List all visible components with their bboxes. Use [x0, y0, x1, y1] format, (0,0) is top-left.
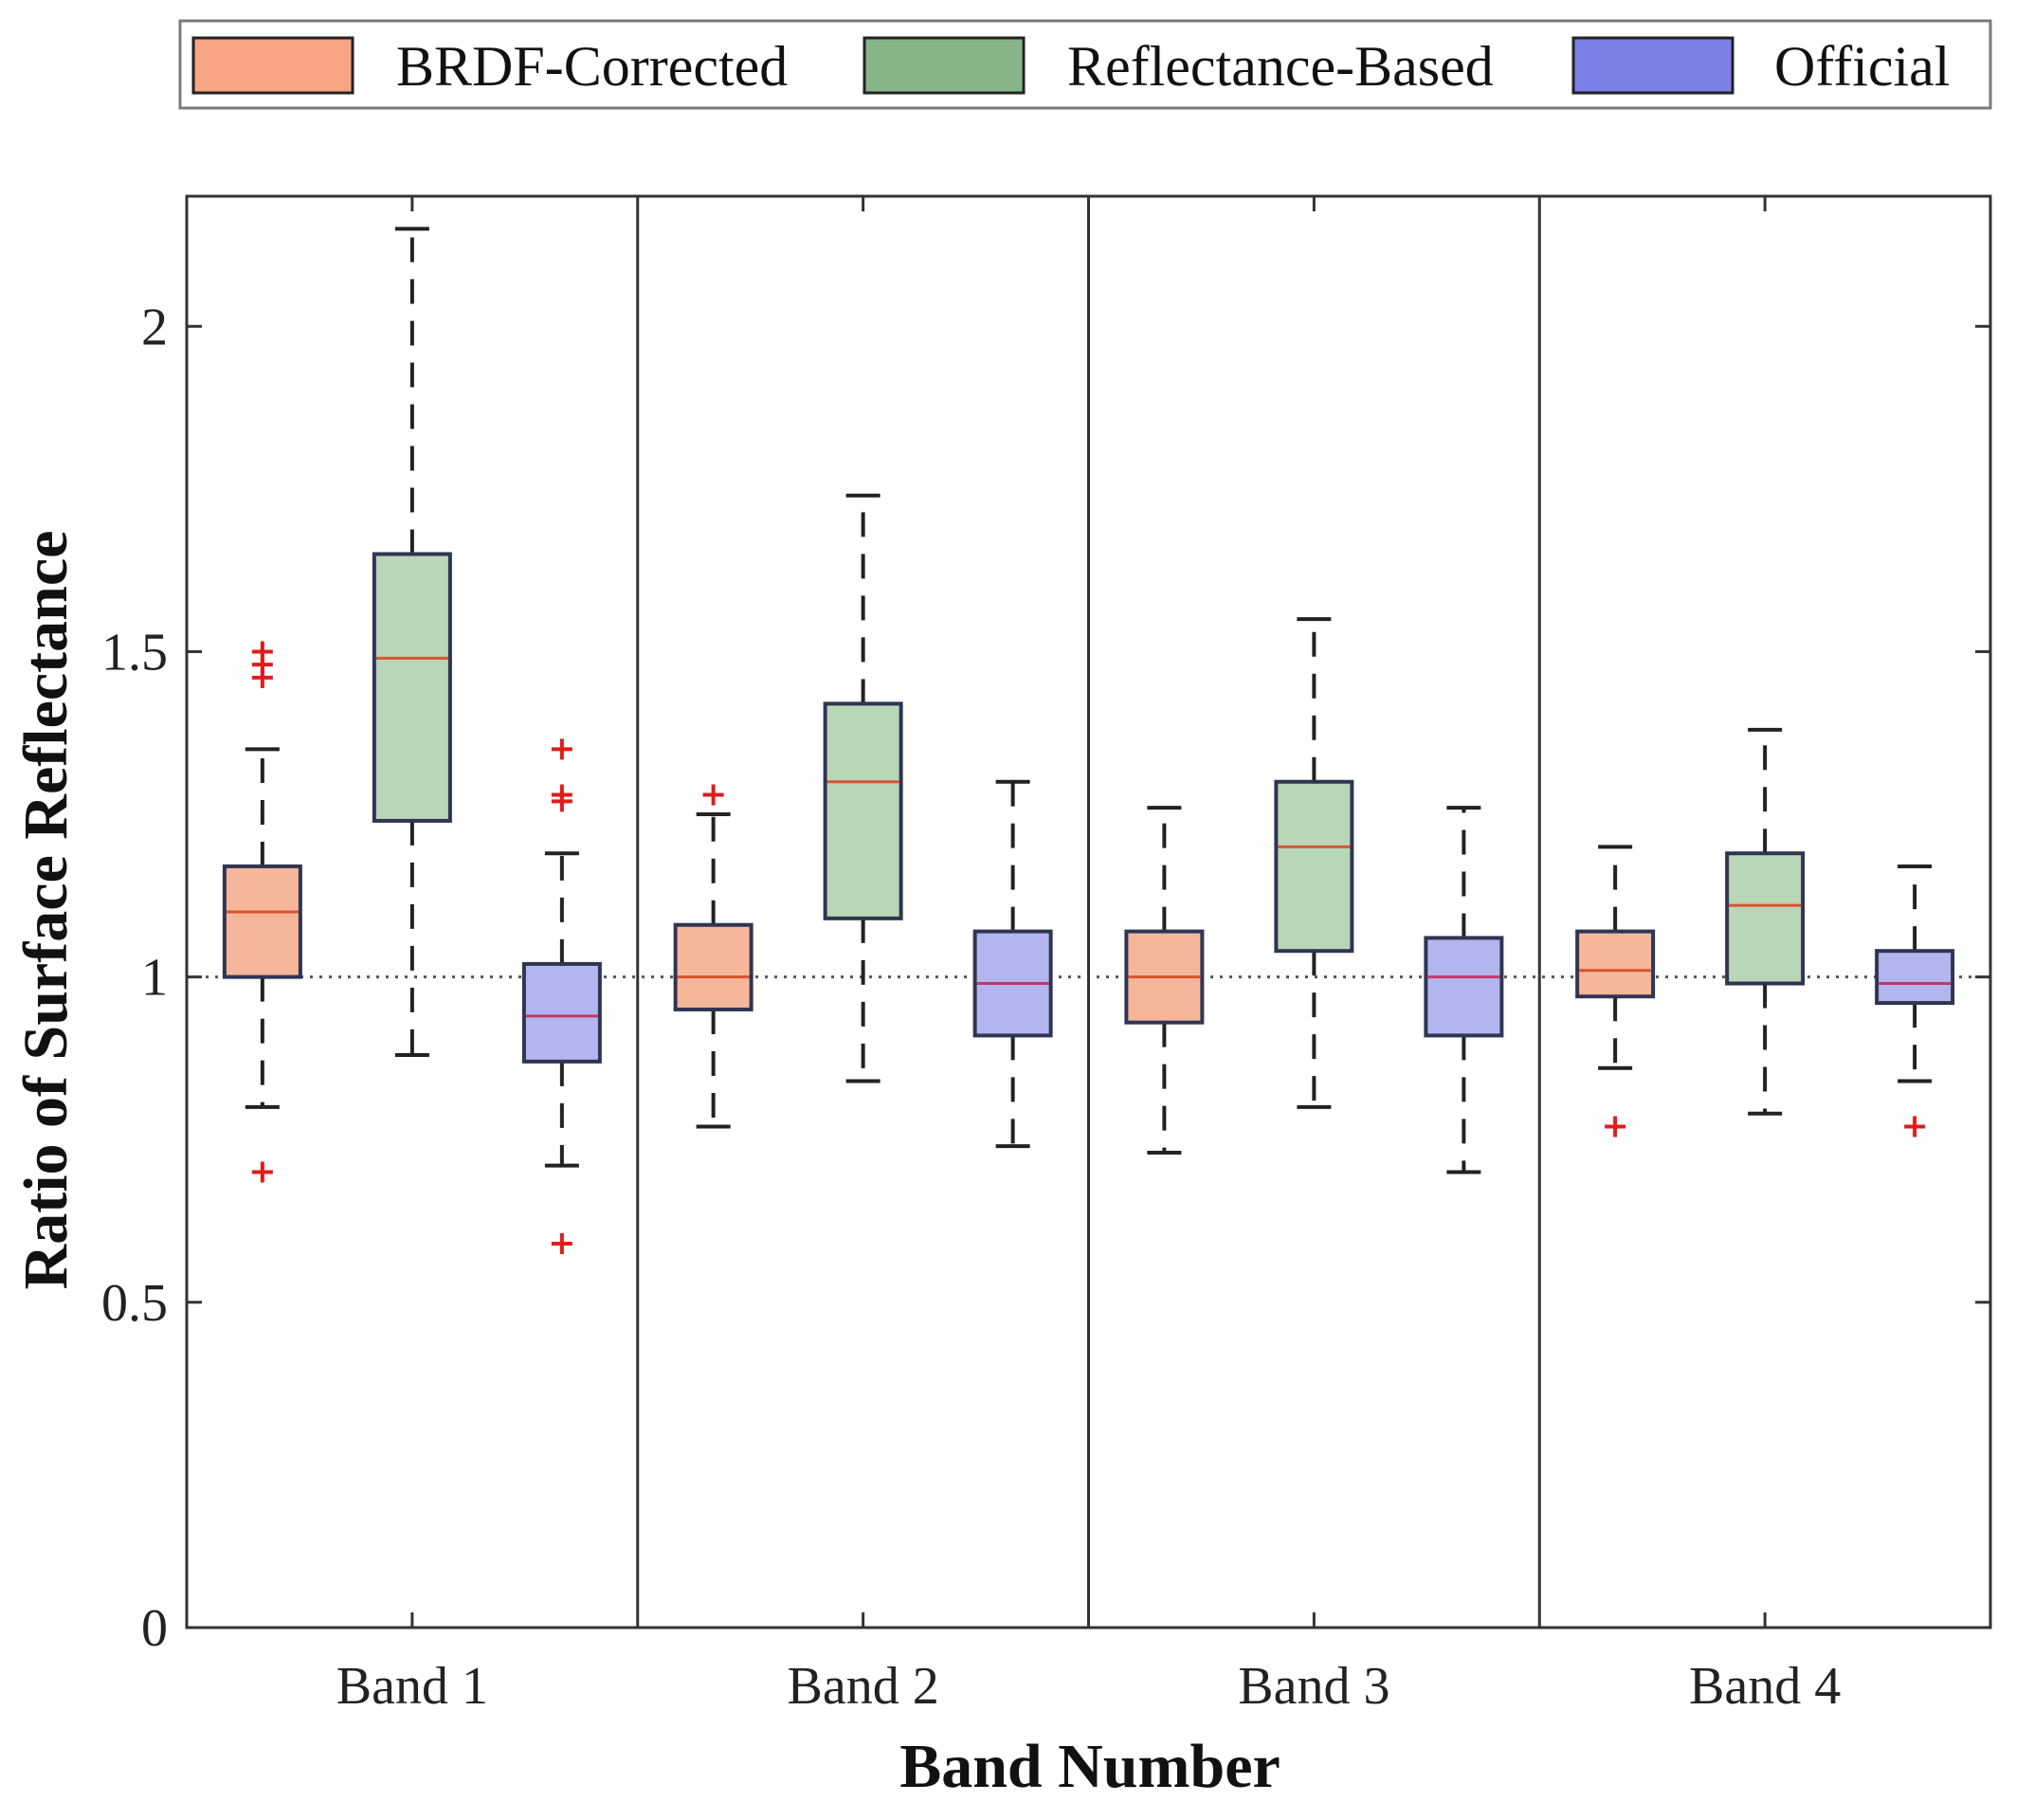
x-tick-label: Band 4 [1689, 1657, 1841, 1716]
y-tick-label: 1 [141, 949, 168, 1008]
y-axis-title: Ratio of Surface Reflectance [11, 531, 81, 1290]
outlier-official [1904, 1116, 1926, 1138]
outlier-brdf-corrected [1605, 1116, 1626, 1138]
box-reflectance-based [1725, 851, 1806, 986]
y-tick-label: 2 [141, 298, 168, 356]
y-tick-label: 0.5 [101, 1274, 168, 1333]
legend: BRDF-Corrected Reflectance-Based Officia… [178, 19, 1992, 110]
plot-frame [185, 194, 1992, 1629]
legend-label-reflectance-based: Reflectance-Based [1067, 35, 1494, 98]
legend-label-brdf-corrected: BRDF-Corrected [396, 35, 788, 98]
y-tick-label: 1.5 [101, 623, 168, 682]
legend-swatch-official [1571, 36, 1734, 95]
legend-swatch-brdf-corrected [191, 36, 354, 95]
x-tick-label: Band 2 [788, 1657, 939, 1716]
legend-label-official: Official [1774, 35, 1950, 98]
x-axis-title: Band Number [899, 1732, 1280, 1801]
box-brdf-corrected [1575, 929, 1656, 999]
outlier-official [551, 738, 572, 760]
box-official [521, 961, 602, 1064]
chart-marks [222, 227, 1955, 1255]
box-reflectance-based [1274, 779, 1354, 954]
x-tick-label: Band 3 [1238, 1657, 1389, 1716]
outlier-official [551, 784, 572, 806]
legend-swatch-reflectance-based [863, 36, 1026, 95]
axes: 0 0.5 1 1.5 2 Band 1 Band 2 Band 3 Band 4 [101, 194, 1992, 1716]
box-official [1875, 949, 1955, 1006]
outlier-brdf-corrected [702, 784, 724, 806]
box-brdf-corrected [673, 922, 754, 1011]
outlier-brdf-corrected [251, 641, 273, 663]
y-tick-label: 0 [141, 1599, 168, 1658]
box-official [1424, 936, 1504, 1038]
box-reflectance-based [372, 552, 452, 823]
outlier-brdf-corrected [251, 1161, 273, 1183]
box-reflectance-based [823, 701, 903, 920]
outlier-official [551, 1233, 572, 1255]
x-tick-label: Band 1 [336, 1657, 488, 1716]
box-brdf-corrected [222, 864, 302, 979]
